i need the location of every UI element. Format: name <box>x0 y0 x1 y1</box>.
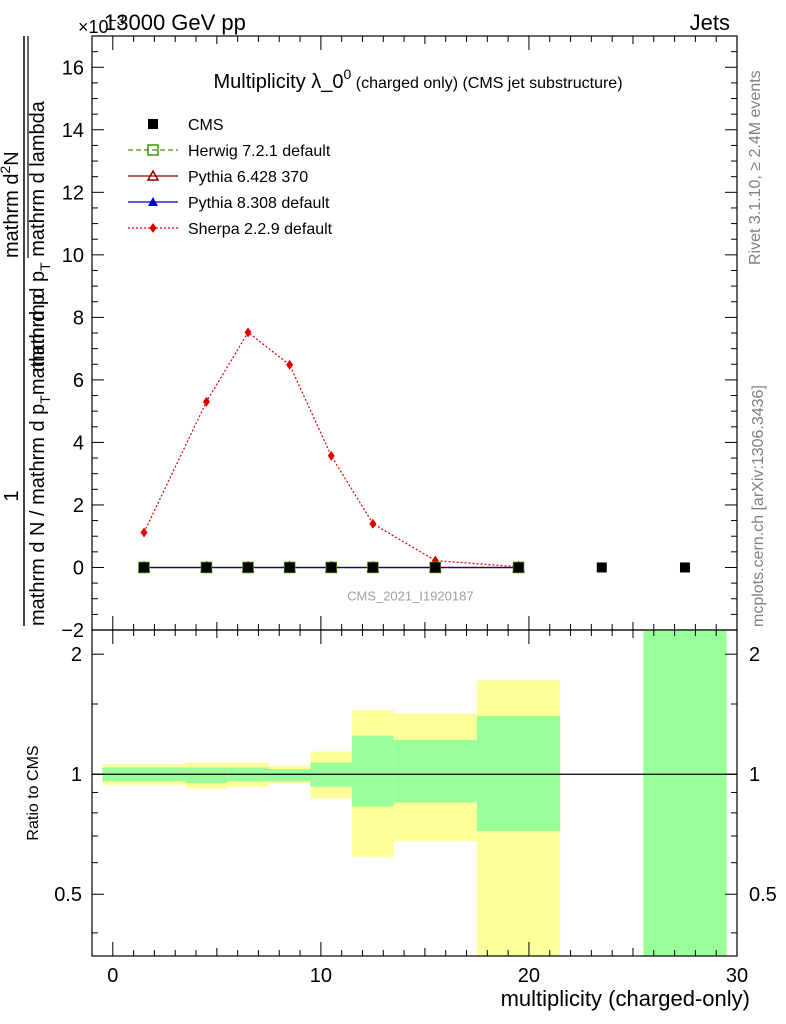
series-4-point-2 <box>244 327 252 338</box>
ratio-inner-band-8 <box>643 630 727 956</box>
ratio-axes: 0.5 0.51 12 20 10 20 30 <box>54 629 777 987</box>
series-4-point-5 <box>369 518 377 529</box>
series-line-4 <box>143 331 519 568</box>
ratio-ytick-label-1: 1 <box>71 764 82 786</box>
legend-marker-2 <box>146 169 160 181</box>
rivet-version: Rivet 3.1.10, ≥ 2.4M events <box>747 70 764 265</box>
ratio-y-axis-label: Ratio to CMS <box>25 745 42 840</box>
xtick-label-30: 30 <box>726 965 748 987</box>
ratio-ytick-label-right-2: 2 <box>749 644 760 666</box>
x-axis-label: multiplicity (charged-only) <box>501 986 750 1011</box>
main-ytick-label-10: 10 <box>62 245 84 267</box>
legend-label-4: Sherpa 2.2.9 default <box>188 221 333 238</box>
analysis-watermark: CMS_2021_I1920187 <box>347 588 474 603</box>
series-0-point-9 <box>679 562 690 573</box>
legend-label-1: Herwig 7.2.1 default <box>188 143 331 160</box>
series-0-point-8 <box>596 562 607 573</box>
header-jets: Jets <box>690 10 730 35</box>
main-ytick-label--2: −2 <box>61 620 84 642</box>
ratio-inner-band-6 <box>393 739 477 803</box>
legend-marker-4 <box>149 223 157 233</box>
ratio-ytick-label-right-1: 1 <box>749 764 760 786</box>
main-ytick-label-6: 6 <box>73 370 84 392</box>
series-0-point-4 <box>326 562 337 573</box>
mcplots-reference: mcplots.cern.ch [arXiv:1306.3436] <box>750 385 767 627</box>
main-ytick-label-8: 8 <box>73 307 84 329</box>
main-ytick-label-14: 14 <box>62 120 84 142</box>
series-0-point-7 <box>513 562 524 573</box>
ratio-bands <box>92 630 737 956</box>
series-4-point-0 <box>140 527 148 538</box>
legend-label-3: Pythia 8.308 default <box>188 195 330 212</box>
main-ytick-label-4: 4 <box>73 432 84 454</box>
plot-title-text: Multiplicity λ_00 (charged only) (CMS je… <box>213 66 622 93</box>
legend-label-2: Pythia 6.428 370 <box>188 169 308 186</box>
series-0-point-1 <box>201 562 212 573</box>
series-0-point-0 <box>139 562 150 573</box>
xtick-label-10: 10 <box>310 965 332 987</box>
main-ytick-label-0: 0 <box>73 557 84 579</box>
y-label-one: 1 <box>1 490 23 501</box>
main-y-axis-label: 1 mathrm d N / mathrm d pTmathrm d p mat… <box>0 36 53 626</box>
xtick-label-0: 0 <box>107 965 118 987</box>
y-label-inner-numerator: mathrm d2N <box>0 151 23 258</box>
ratio-ytick-label-0.5: 0.5 <box>54 884 82 906</box>
ratio-ytick-label-2: 2 <box>71 644 82 666</box>
y-label-inner-denominator: mathrm d pT mathrm d lambda <box>27 100 53 372</box>
ratio-inner-band-3 <box>268 769 311 782</box>
main-data-marks <box>137 327 690 574</box>
main-ytick-label-2: 2 <box>73 495 84 517</box>
legend-marker-1 <box>147 144 159 156</box>
series-4-point-3 <box>286 359 294 370</box>
main-ytick-label-12: 12 <box>62 182 84 204</box>
main-axes: −2 0 2 4 6 8 10 12 14 16 <box>61 35 738 642</box>
exponent-label: ×10−3 <box>78 12 125 37</box>
ratio-ytick-label-right-0.5: 0.5 <box>749 884 777 906</box>
main-ytick-label-16: 16 <box>62 57 84 79</box>
series-0-point-6 <box>430 562 441 573</box>
legend-marker-0 <box>148 119 158 129</box>
legend: CMS Herwig 7.2.1 default Pythia 6.428 370 P… <box>128 117 333 238</box>
series-0-point-3 <box>284 562 295 573</box>
series-0-point-5 <box>367 562 378 573</box>
xtick-label-20: 20 <box>518 965 540 987</box>
series-4-point-1 <box>202 396 210 407</box>
header-collision: 13000 GeV pp <box>104 10 246 35</box>
ratio-frame <box>91 629 738 957</box>
legend-label-0: CMS <box>188 117 224 134</box>
ratio-inner-band-1 <box>185 767 228 784</box>
ratio-plot-panel: 0.5 0.51 12 20 10 20 30 <box>54 629 777 987</box>
plot-title: Multiplicity λ_00 (charged only) (CMS je… <box>213 66 622 93</box>
ratio-inner-band-5 <box>352 735 394 807</box>
legend-marker-3 <box>148 197 158 206</box>
main-plot-panel: CMS_2021_I1920187 Multiplicity λ_00 (cha… <box>61 35 738 642</box>
ratio-inner-band-7 <box>476 715 561 832</box>
series-0-point-2 <box>243 562 254 573</box>
series-4-point-4 <box>327 450 335 461</box>
y-label-denominator: mathrm d N / mathrm d pTmathrm d p <box>27 294 53 626</box>
